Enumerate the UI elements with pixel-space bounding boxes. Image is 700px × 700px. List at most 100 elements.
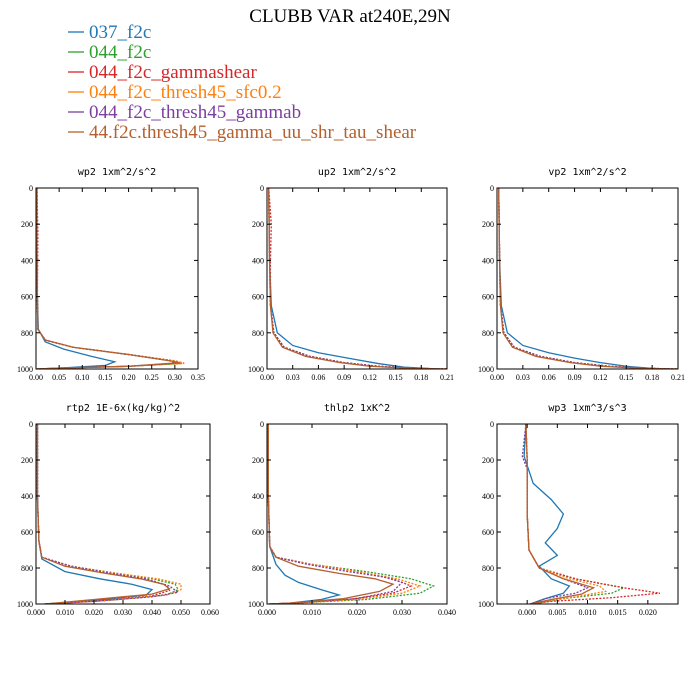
series-line (267, 424, 342, 604)
x-tick-label: 0.15 (389, 373, 403, 382)
x-tick-label: 0.10 (75, 373, 89, 382)
chart-panel: wp3 1xm^3/s^3 0 200 400 600 800 1000 0.000 0.005… (478, 403, 679, 617)
y-tick-label: 800 (252, 564, 264, 573)
x-tick-label: 0.00 (490, 373, 504, 382)
series-line (36, 188, 180, 369)
y-tick-label: 0 (260, 420, 264, 429)
y-tick-label: 1000 (478, 600, 494, 609)
series-line (267, 424, 436, 604)
y-tick-label: 1000 (248, 600, 264, 609)
x-tick-label: 0.06 (542, 373, 556, 382)
y-tick-label: 1000 (17, 600, 33, 609)
x-tick-label: 0.12 (593, 373, 607, 382)
series-line (525, 424, 626, 604)
y-tick-label: 200 (21, 220, 33, 229)
x-tick-label: 0.20 (122, 373, 136, 382)
x-tick-label: 0.030 (393, 608, 411, 617)
panel-title: wp2 1xm^2/s^2 (78, 167, 156, 178)
series-line (267, 424, 404, 604)
y-tick-label: 400 (482, 256, 494, 265)
y-tick-label: 0 (29, 184, 33, 193)
legend: 037_f2c044_f2c044_f2c_gammashear044_f2c_… (68, 22, 417, 143)
series-line (36, 424, 171, 604)
x-tick-label: 0.040 (438, 608, 456, 617)
series-line (36, 188, 182, 369)
y-tick-label: 400 (482, 492, 494, 501)
plot-frame (496, 187, 679, 370)
series-line (268, 188, 447, 369)
series-line (498, 188, 670, 369)
plot-frame (35, 187, 199, 370)
y-tick-label: 1000 (248, 365, 264, 374)
series-line (521, 424, 590, 604)
x-tick-label: 0.21 (671, 373, 685, 382)
x-tick-label: 0.00 (260, 373, 274, 382)
x-tick-label: 0.015 (609, 608, 627, 617)
y-tick-label: 800 (482, 329, 494, 338)
series-line (36, 188, 185, 369)
x-tick-label: 0.010 (303, 608, 321, 617)
x-tick-label: 0.010 (56, 608, 74, 617)
x-tick-label: 0.03 (286, 373, 300, 382)
series-line (523, 424, 571, 604)
y-tick-label: 800 (21, 329, 33, 338)
x-tick-label: 0.03 (516, 373, 530, 382)
panel-title: thlp2 1xK^2 (324, 403, 390, 414)
chart-panel: rtp2 1E-6x(kg/kg)^2 0 200 400 600 800 10000.00… (17, 403, 219, 617)
y-tick-label: 400 (252, 256, 264, 265)
x-tick-label: 0.25 (145, 373, 159, 382)
x-tick-label: 0.15 (98, 373, 112, 382)
series-line (36, 424, 179, 604)
y-tick-label: 1000 (478, 365, 494, 374)
x-tick-label: 0.30 (168, 373, 182, 382)
series-line (36, 424, 182, 604)
x-tick-label: 0.06 (311, 373, 325, 382)
y-tick-label: 200 (252, 456, 264, 465)
series-line (36, 188, 117, 369)
legend-label: 44.f2c.thresh45_gamma_uu_shr_tau_shear (89, 122, 417, 143)
x-tick-label: 0.18 (414, 373, 428, 382)
y-tick-label: 600 (252, 293, 264, 302)
x-tick-label: 0.15 (619, 373, 633, 382)
y-tick-label: 1000 (17, 365, 33, 374)
series-line (36, 424, 171, 604)
panel-title: wp3 1xm^3/s^3 (548, 403, 626, 414)
legend-label: 044_f2c_thresh45_sfc0.2 (89, 82, 282, 103)
y-tick-label: 600 (252, 528, 264, 537)
x-tick-label: 0.21 (440, 373, 454, 382)
y-tick-label: 200 (21, 456, 33, 465)
panel-title: rtp2 1E-6x(kg/kg)^2 (66, 403, 180, 414)
series-line (268, 188, 447, 369)
legend-label: 037_f2c (89, 22, 151, 43)
x-tick-label: 0.020 (639, 608, 657, 617)
legend-label: 044_f2c_gammashear (89, 62, 257, 83)
panel-title: vp2 1xm^2/s^2 (548, 167, 626, 178)
x-tick-label: 0.09 (337, 373, 351, 382)
panel-title: up2 1xm^2/s^2 (318, 167, 396, 178)
series-line (498, 188, 678, 369)
y-tick-label: 600 (21, 293, 33, 302)
y-tick-label: 0 (29, 420, 33, 429)
y-tick-label: 800 (482, 564, 494, 573)
y-tick-label: 200 (482, 456, 494, 465)
x-tick-label: 0.050 (172, 608, 190, 617)
x-tick-label: 0.05 (52, 373, 66, 382)
series-line (525, 424, 596, 604)
plot-frame (266, 423, 448, 605)
x-tick-label: 0.00 (29, 373, 43, 382)
y-tick-label: 600 (21, 528, 33, 537)
series-line (525, 424, 608, 604)
series-line (525, 424, 660, 604)
plot-frame (266, 187, 448, 370)
x-tick-label: 0.020 (348, 608, 366, 617)
x-tick-label: 0.000 (258, 608, 276, 617)
series-line (268, 188, 447, 369)
y-tick-label: 400 (21, 256, 33, 265)
y-tick-label: 0 (260, 184, 264, 193)
y-tick-label: 200 (482, 220, 494, 229)
